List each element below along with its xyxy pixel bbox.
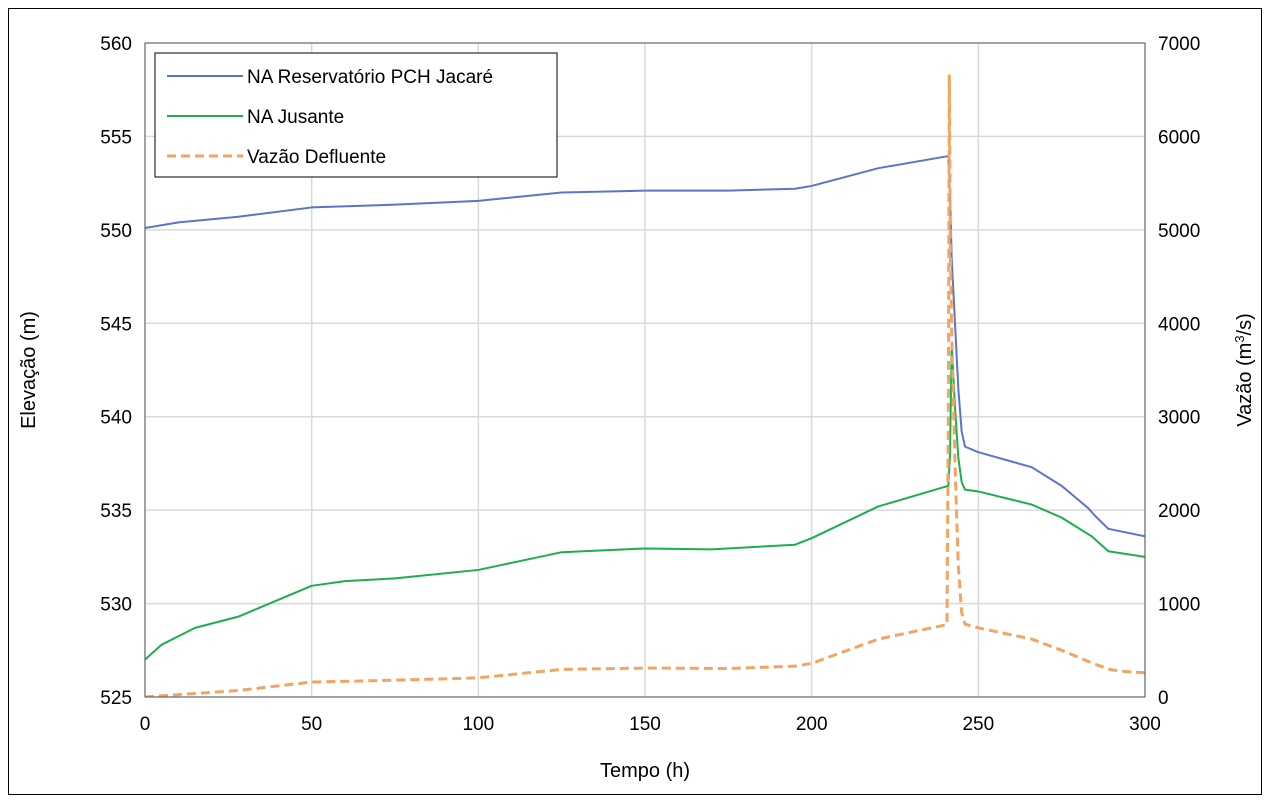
- y-right-tick-label: 2000: [1158, 501, 1200, 522]
- y-left-tick-label: 545: [100, 314, 132, 335]
- y-left-tick-label: 560: [100, 34, 132, 55]
- y-right-tick-label: 1000: [1158, 595, 1200, 616]
- series-line-3: [145, 74, 1145, 697]
- y-left-tick-label: 540: [100, 408, 132, 429]
- y-left-tick-label: 530: [100, 595, 132, 616]
- series-layer: [145, 74, 1145, 697]
- y-axis-right-title-prefix: Vazão (m: [1234, 343, 1256, 427]
- x-axis-title: Tempo (h): [600, 760, 690, 782]
- y-axis-left-title: Elevação (m): [18, 311, 40, 429]
- x-tick-label: 100: [462, 714, 494, 735]
- y-left-tick-label: 555: [100, 127, 132, 148]
- y-axis-right-title: Vazão (m3/s): [1232, 313, 1257, 427]
- y-right-tick-label: 3000: [1158, 408, 1200, 429]
- x-tick-label: 50: [301, 714, 322, 735]
- legend-label-2: NA Jusante: [247, 107, 344, 128]
- y-right-tick-label: 7000: [1158, 34, 1200, 55]
- y-right-tick-label: 4000: [1158, 314, 1200, 335]
- plot-area-border: [144, 42, 1146, 698]
- legend: NA Reservatório PCH Jacaré NA Jusante Vazã…: [154, 52, 558, 178]
- y-right-tick-label: 5000: [1158, 221, 1200, 242]
- y-axis-right-title-suffix: /s): [1234, 313, 1256, 335]
- series-line-2: [145, 344, 1145, 661]
- tick-layer: 0 50 100 150 200 250 300 525 530 535 540 545 550 555 5…: [100, 34, 1200, 735]
- y-left-tick-label: 525: [100, 688, 132, 709]
- x-tick-label: 300: [1129, 714, 1161, 735]
- y-right-tick-label: 0: [1158, 688, 1169, 709]
- x-tick-label: 200: [796, 714, 828, 735]
- y-right-tick-label: 6000: [1158, 127, 1200, 148]
- x-tick-label: 150: [629, 714, 661, 735]
- y-left-tick-label: 535: [100, 501, 132, 522]
- y-axis-right-title-superscript: 3: [1232, 335, 1247, 342]
- legend-label-3: Vazão Defluente: [247, 147, 386, 168]
- x-tick-label: 250: [962, 714, 994, 735]
- legend-label-1: NA Reservatório PCH Jacaré: [247, 67, 493, 88]
- y-left-tick-label: 550: [100, 221, 132, 242]
- x-tick-label: 0: [140, 714, 151, 735]
